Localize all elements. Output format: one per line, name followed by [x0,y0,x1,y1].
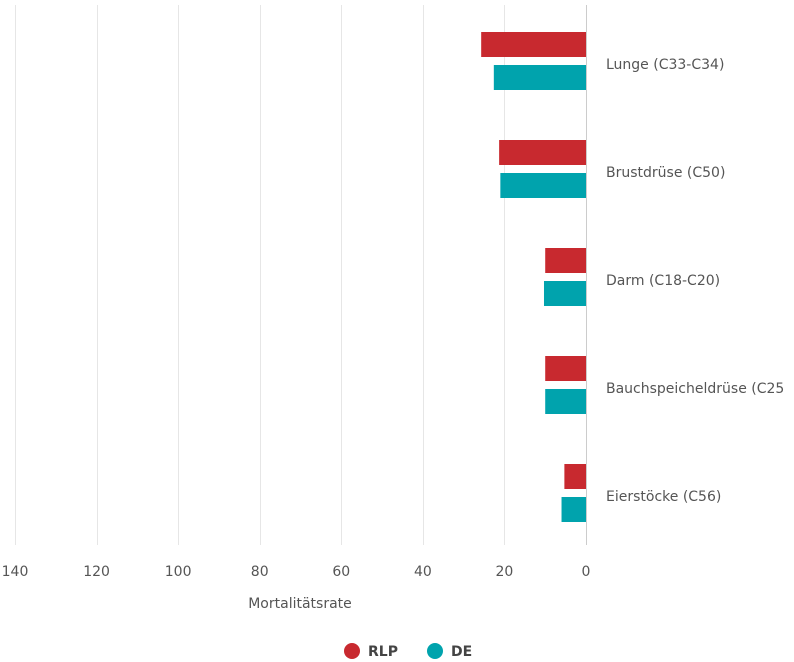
x-tick-label: 140 [2,564,29,580]
category-label: Lunge (C33-C34) [606,57,724,73]
category-label: Brustdrüse (C50) [606,165,725,181]
bar-de[interactable] [545,389,586,414]
category-labels: Lunge (C33-C34) Brustdrüse (C50) Darm (C18… [606,57,784,505]
bar-rlp[interactable] [481,32,586,57]
bar-rlp[interactable] [564,464,586,489]
category-label: Bauchspeicheldrüse (C25 [606,381,784,397]
legend-label: DE [451,644,472,660]
legend-item-rlp[interactable]: RLP [344,643,398,660]
bar-de[interactable] [561,497,586,522]
x-tick-label: 20 [496,564,514,580]
bar-de[interactable] [543,281,586,306]
grid-lines [15,5,587,545]
category-label: Eierstöcke (C56) [606,489,721,505]
x-tick-label: 0 [582,564,591,580]
x-tick-label: 80 [251,564,269,580]
bar-rlp[interactable] [545,248,586,273]
category-label: Darm (C18-C20) [606,273,720,289]
x-axis-ticks: 140 120 100 80 60 40 20 0 [2,564,591,580]
bar-de[interactable] [500,173,586,198]
x-tick-label: 60 [332,564,350,580]
legend-marker [344,643,360,659]
bar-rlp[interactable] [545,356,586,381]
legend-marker [427,643,443,659]
legend-item-de[interactable]: DE [427,643,472,660]
x-tick-label: 100 [165,564,192,580]
x-axis-title: Mortalitätsrate [248,596,352,612]
legend-label: RLP [368,644,398,660]
legend[interactable]: RLP DE [344,643,472,660]
bar-rlp[interactable] [499,140,586,165]
bars [481,32,586,522]
bar-de[interactable] [493,65,586,90]
x-tick-label: 40 [414,564,432,580]
x-tick-label: 120 [83,564,110,580]
